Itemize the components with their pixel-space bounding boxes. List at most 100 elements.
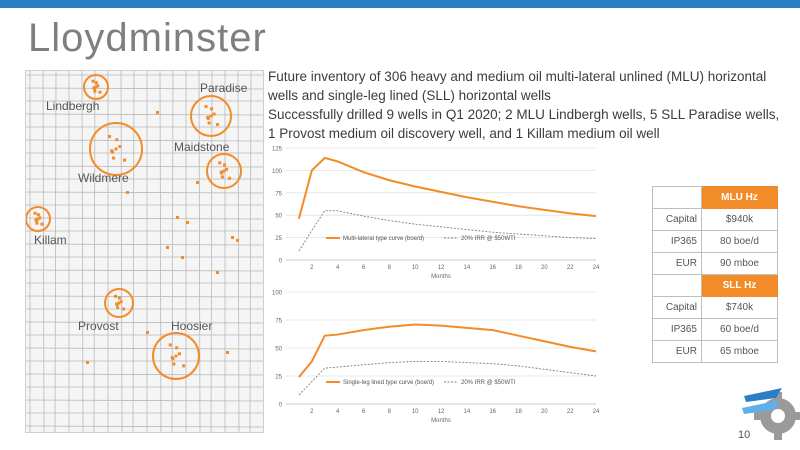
legend-label: 20% IRR @ $50WTI xyxy=(461,380,516,386)
x-tick-label: 14 xyxy=(463,265,470,271)
x-tick-label: 12 xyxy=(438,409,445,415)
x-tick-label: 22 xyxy=(567,265,574,271)
x-axis-label: Months xyxy=(431,418,451,424)
map-grid-line xyxy=(120,71,123,432)
area-circle xyxy=(206,153,242,189)
map-grid-line xyxy=(26,243,263,246)
sll-ip365-value: 60 boe/d xyxy=(701,318,778,341)
irr-curve-line xyxy=(298,360,597,396)
mlu-header: MLU Hz xyxy=(701,186,778,209)
slide-title: Lloydminster xyxy=(28,16,267,60)
map-grid-line xyxy=(26,399,263,402)
well-marker xyxy=(36,213,40,217)
well-marker xyxy=(94,85,98,89)
well-marker xyxy=(117,296,121,300)
mlu-ip365-label: IP365 xyxy=(652,230,702,253)
well-marker xyxy=(126,191,129,194)
map-label-maidstone: Maidstone xyxy=(174,140,230,154)
x-tick-label: 6 xyxy=(362,265,366,271)
well-marker xyxy=(117,301,121,305)
well-marker xyxy=(166,246,169,249)
x-tick-label: 18 xyxy=(515,409,522,415)
map-label-hoosier: Hoosier xyxy=(171,319,213,333)
map-label-provost: Provost xyxy=(78,319,119,333)
y-tick-label: 25 xyxy=(275,375,282,381)
x-axis-label: Months xyxy=(431,274,451,280)
y-tick-label: 0 xyxy=(279,403,283,409)
x-tick-label: 20 xyxy=(541,409,548,415)
legend-label: 20% IRR @ $50WTI xyxy=(461,236,516,242)
map-grid-line xyxy=(210,71,213,432)
map-label-wildmere: Wildmere xyxy=(78,171,129,185)
well-marker xyxy=(181,256,184,259)
sll-header-row: SLL Hz xyxy=(652,274,778,297)
area-circle xyxy=(83,74,109,100)
map-grid-line xyxy=(26,347,263,350)
y-tick-label: 50 xyxy=(275,214,282,220)
table-row: IP365 60 boe/d xyxy=(652,318,778,341)
well-marker xyxy=(225,167,229,171)
well-marker xyxy=(96,84,100,88)
well-marker xyxy=(94,81,98,85)
mlu-header-row: MLU Hz xyxy=(652,186,778,209)
irr-curve-line xyxy=(298,210,597,252)
map-grid-line xyxy=(237,71,240,432)
map-grid-line xyxy=(81,71,84,432)
well-marker xyxy=(209,114,213,118)
map-grid-line xyxy=(26,191,263,194)
table-row: EUR 90 mboe xyxy=(652,252,778,275)
type-curve-line xyxy=(297,156,597,220)
map-label-lindbergh: Lindbergh xyxy=(46,99,100,113)
well-marker xyxy=(223,163,227,167)
x-tick-label: 6 xyxy=(362,409,366,415)
legend-label: Multi-lateral type curve (boe/d) xyxy=(343,236,424,242)
well-marker xyxy=(204,104,208,108)
x-tick-label: 8 xyxy=(388,265,392,271)
well-marker xyxy=(206,115,210,119)
well-marker xyxy=(207,121,211,125)
well-marker xyxy=(110,149,114,153)
sll-capital-value: $740k xyxy=(701,296,778,319)
well-marker xyxy=(146,331,149,334)
x-tick-label: 10 xyxy=(412,265,419,271)
table-row: Capital $940k xyxy=(652,208,778,231)
x-tick-label: 14 xyxy=(463,409,470,415)
well-marker xyxy=(216,123,220,127)
well-marker xyxy=(36,217,40,221)
top-accent-bar xyxy=(0,0,800,8)
well-marker xyxy=(92,86,96,90)
well-marker xyxy=(123,158,127,162)
map-grid-line xyxy=(26,87,263,90)
y-tick-label: 75 xyxy=(275,191,282,197)
company-logo-icon xyxy=(742,388,800,440)
mlu-header-spacer xyxy=(652,186,702,209)
well-marker xyxy=(220,175,224,179)
map-graphic xyxy=(26,71,263,432)
well-marker xyxy=(176,216,179,219)
map-grid-line xyxy=(26,139,263,142)
mlu-capital-value: $940k xyxy=(701,208,778,231)
well-marker xyxy=(33,211,37,215)
table-row: EUR 65 mboe xyxy=(652,340,778,363)
well-marker xyxy=(115,138,119,142)
x-tick-label: 2 xyxy=(310,409,314,415)
map-grid-line xyxy=(42,71,45,432)
well-marker xyxy=(98,90,102,94)
map-grid-line xyxy=(26,425,263,428)
map-grid-line xyxy=(54,71,57,432)
well-marker xyxy=(226,351,229,354)
well-marker xyxy=(122,307,126,311)
well-marker xyxy=(216,271,219,274)
area-circle xyxy=(152,332,200,380)
area-circle xyxy=(190,95,232,137)
y-tick-label: 125 xyxy=(272,147,283,153)
map-grid-line xyxy=(26,295,263,298)
summary-line-2: Successfully drilled 9 wells in Q1 2020;… xyxy=(268,107,780,141)
sll-eur-value: 65 mboe xyxy=(701,340,778,363)
y-tick-label: 0 xyxy=(279,259,283,265)
sll-header-spacer xyxy=(652,274,702,297)
summary-line-1: Future inventory of 306 heavy and medium… xyxy=(268,69,767,103)
well-marker xyxy=(177,352,181,356)
well-marker xyxy=(34,218,38,222)
